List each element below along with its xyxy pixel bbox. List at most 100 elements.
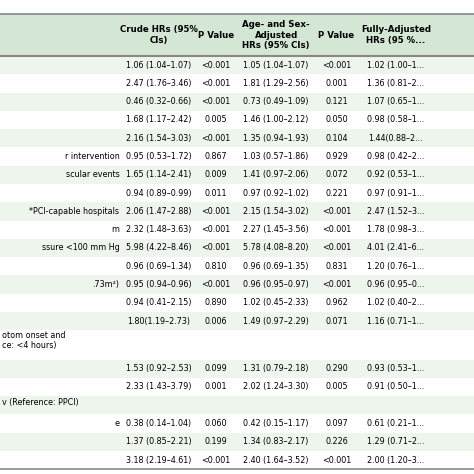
Bar (0, 378, 474, 396)
Text: e: e (114, 419, 119, 428)
Text: 0.96 (0.69–1.34): 0.96 (0.69–1.34) (126, 262, 191, 271)
Text: 0.011: 0.011 (204, 189, 227, 198)
Text: 0.890: 0.890 (204, 298, 227, 307)
Bar (0, 220, 474, 239)
Text: <0.001: <0.001 (322, 207, 351, 216)
Text: 5.78 (4.08–8.20): 5.78 (4.08–8.20) (243, 244, 309, 253)
Text: <0.001: <0.001 (201, 225, 230, 234)
Text: 0.46 (0.32–0.66): 0.46 (0.32–0.66) (126, 97, 191, 106)
Text: 0.38 (0.14–1.04): 0.38 (0.14–1.04) (126, 419, 191, 428)
Text: 1.41 (0.97–2.06): 1.41 (0.97–2.06) (243, 170, 309, 179)
Bar (0, 275, 474, 294)
Text: 0.96 (0.95–0...: 0.96 (0.95–0... (367, 280, 425, 289)
Text: 0.97 (0.91–1...: 0.97 (0.91–1... (367, 189, 425, 198)
Bar (0, 451, 474, 469)
Text: 2.40 (1.64–3.52): 2.40 (1.64–3.52) (243, 456, 309, 465)
Text: 0.98 (0.42–2...: 0.98 (0.42–2... (367, 152, 425, 161)
Text: 0.005: 0.005 (325, 383, 348, 392)
Text: 2.16 (1.54–3.03): 2.16 (1.54–3.03) (126, 134, 191, 143)
Bar (0, 202, 474, 220)
Text: 0.072: 0.072 (325, 170, 348, 179)
Text: 0.95 (0.94–0.96): 0.95 (0.94–0.96) (126, 280, 191, 289)
Text: <0.001: <0.001 (201, 456, 230, 465)
Bar (0, 312, 474, 330)
Text: 5.98 (4.22–8.46): 5.98 (4.22–8.46) (126, 244, 191, 253)
Text: 0.867: 0.867 (204, 152, 227, 161)
Text: 1.29 (0.71–2...: 1.29 (0.71–2... (367, 438, 425, 447)
Bar (0, 239, 474, 257)
Bar (0, 414, 474, 433)
Text: 0.962: 0.962 (325, 298, 348, 307)
Text: 4.01 (2.41–6...: 4.01 (2.41–6... (367, 244, 424, 253)
Text: 1.02 (0.45–2.33): 1.02 (0.45–2.33) (243, 298, 309, 307)
Bar (0, 330, 474, 359)
Text: <0.001: <0.001 (322, 244, 351, 253)
Bar (0, 294, 474, 312)
Text: 1.20 (0.76–1...: 1.20 (0.76–1... (367, 262, 424, 271)
Text: 0.97 (0.92–1.02): 0.97 (0.92–1.02) (243, 189, 309, 198)
Text: ssure <100 mm Hg: ssure <100 mm Hg (42, 244, 119, 253)
Text: 1.03 (0.57–1.86): 1.03 (0.57–1.86) (244, 152, 309, 161)
Text: <0.001: <0.001 (201, 207, 230, 216)
Text: <0.001: <0.001 (201, 244, 230, 253)
Text: 0.009: 0.009 (204, 170, 227, 179)
Text: 0.290: 0.290 (325, 364, 348, 373)
Text: 1.49 (0.97–2.29): 1.49 (0.97–2.29) (243, 317, 309, 326)
Text: 1.34 (0.83–2.17): 1.34 (0.83–2.17) (244, 438, 309, 447)
Text: 0.92 (0.53–1...: 0.92 (0.53–1... (367, 170, 425, 179)
Text: 0.95 (0.53–1.72): 0.95 (0.53–1.72) (126, 152, 191, 161)
Text: 0.060: 0.060 (204, 419, 227, 428)
Text: Crude HRs (95%
CIs): Crude HRs (95% CIs) (120, 26, 198, 45)
Text: Fully-Adjusted
HRs (95 %...: Fully-Adjusted HRs (95 %... (361, 26, 431, 45)
Text: 0.831: 0.831 (325, 262, 348, 271)
Text: 0.001: 0.001 (204, 383, 227, 392)
Text: 1.35 (0.94–1.93): 1.35 (0.94–1.93) (243, 134, 309, 143)
Bar (0, 184, 474, 202)
Text: 0.050: 0.050 (325, 116, 348, 125)
Text: <0.001: <0.001 (201, 79, 230, 88)
Text: 0.006: 0.006 (204, 317, 227, 326)
Text: .73m²): .73m²) (92, 280, 119, 289)
Text: 2.00 (1.20–3...: 2.00 (1.20–3... (367, 456, 424, 465)
Text: <0.001: <0.001 (201, 97, 230, 106)
Bar (0, 166, 474, 184)
Text: 0.42 (0.15–1.17): 0.42 (0.15–1.17) (243, 419, 309, 428)
Text: 1.02 (0.40–2...: 1.02 (0.40–2... (367, 298, 424, 307)
Text: 1.16 (0.71–1...: 1.16 (0.71–1... (367, 317, 424, 326)
Text: r intervention: r intervention (64, 152, 119, 161)
Text: 1.07 (0.65–1...: 1.07 (0.65–1... (367, 97, 424, 106)
Text: otom onset and
ce: <4 hours): otom onset and ce: <4 hours) (2, 331, 66, 350)
Text: 0.61 (0.21–1...: 0.61 (0.21–1... (367, 419, 424, 428)
Text: 0.221: 0.221 (325, 189, 348, 198)
Text: 0.199: 0.199 (204, 438, 227, 447)
Text: 1.68 (1.17–2.42): 1.68 (1.17–2.42) (126, 116, 191, 125)
Text: <0.001: <0.001 (201, 134, 230, 143)
Text: 0.94 (0.89–0.99): 0.94 (0.89–0.99) (126, 189, 191, 198)
Text: 1.44(0.88–2...: 1.44(0.88–2... (368, 134, 423, 143)
Text: 0.071: 0.071 (325, 317, 348, 326)
Text: v (Reference: PPCI): v (Reference: PPCI) (2, 398, 79, 407)
Bar (0, 92, 474, 111)
Text: 0.73 (0.49–1.09): 0.73 (0.49–1.09) (243, 97, 309, 106)
Bar (0, 396, 474, 414)
Text: 1.31 (0.79–2.18): 1.31 (0.79–2.18) (243, 364, 309, 373)
Text: P Value: P Value (198, 31, 234, 39)
Text: 2.32 (1.48–3.63): 2.32 (1.48–3.63) (126, 225, 191, 234)
Text: 1.65 (1.14–2.41): 1.65 (1.14–2.41) (126, 170, 191, 179)
Text: 1.46 (1.00–2.12): 1.46 (1.00–2.12) (244, 116, 309, 125)
Bar (0, 111, 474, 129)
Text: 1.78 (0.98–3...: 1.78 (0.98–3... (367, 225, 424, 234)
Bar (0, 147, 474, 166)
Text: <0.001: <0.001 (322, 456, 351, 465)
Bar (0, 129, 474, 147)
Text: 0.226: 0.226 (325, 438, 348, 447)
Text: 1.37 (0.85–2.21): 1.37 (0.85–2.21) (126, 438, 191, 447)
Text: 0.097: 0.097 (325, 419, 348, 428)
Text: 3.18 (2.19–4.61): 3.18 (2.19–4.61) (126, 456, 191, 465)
Bar (0, 359, 474, 378)
Text: 2.06 (1.47–2.88): 2.06 (1.47–2.88) (126, 207, 191, 216)
Text: 1.53 (0.92–2.53): 1.53 (0.92–2.53) (126, 364, 191, 373)
Text: 1.36 (0.81–2...: 1.36 (0.81–2... (367, 79, 424, 88)
Text: 2.27 (1.45–3.56): 2.27 (1.45–3.56) (243, 225, 309, 234)
Text: <0.001: <0.001 (201, 61, 230, 70)
